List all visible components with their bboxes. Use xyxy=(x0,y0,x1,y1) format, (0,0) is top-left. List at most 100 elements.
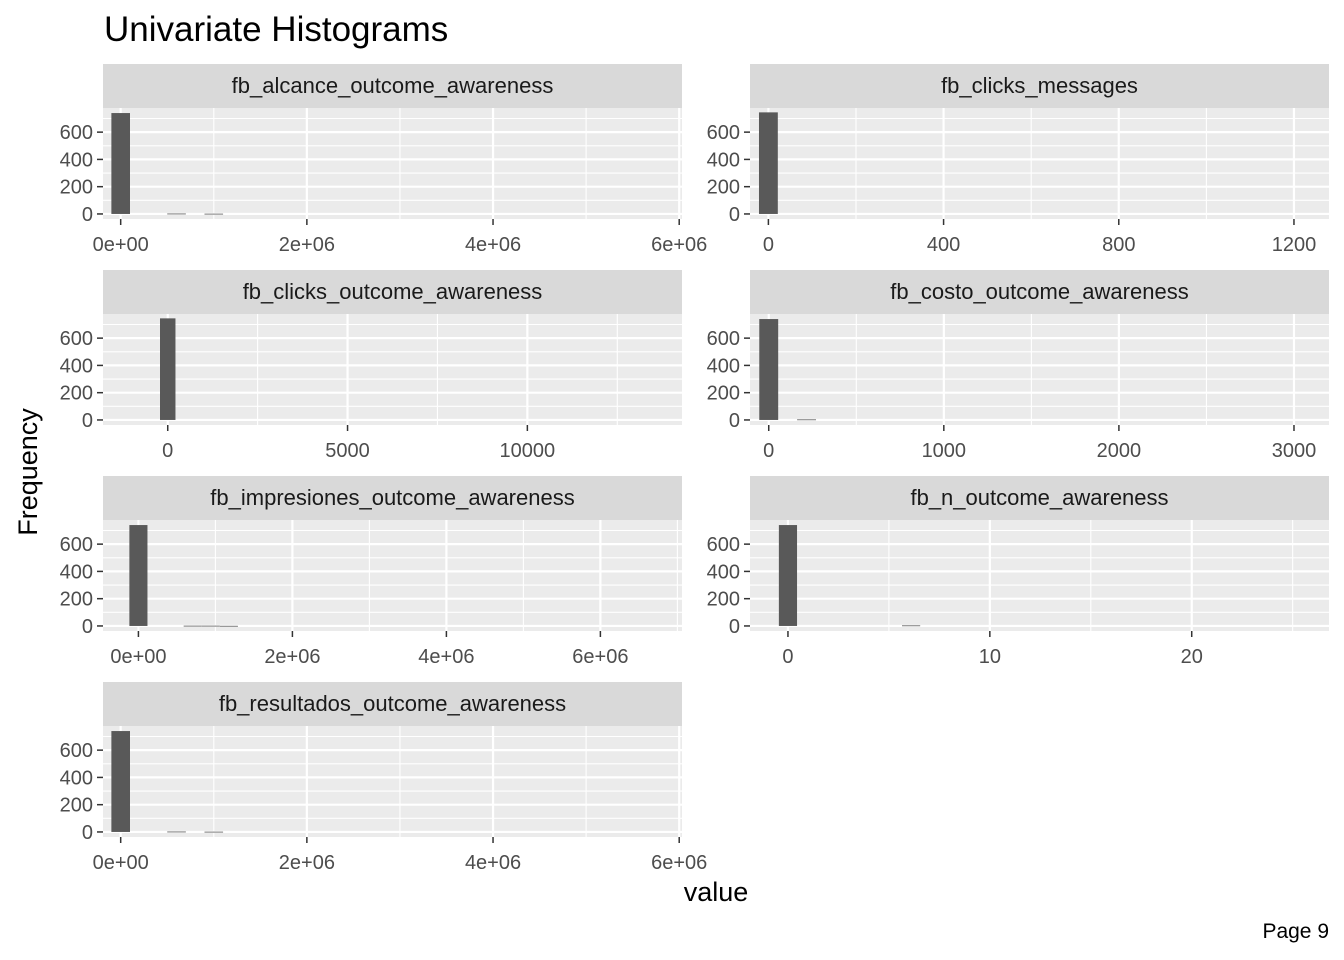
histogram-bar xyxy=(204,831,224,833)
histogram-bar xyxy=(167,213,186,215)
histogram-bar xyxy=(160,318,176,420)
y-tick-label: 0 xyxy=(729,410,740,432)
facet-panel: fb_costo_outcome_awareness 0 200 400 600 0 100… xyxy=(707,270,1329,462)
facet-strip-label: fb_clicks_outcome_awareness xyxy=(243,279,543,304)
y-tick-label: 400 xyxy=(707,355,740,377)
y-tick-label: 200 xyxy=(60,383,93,405)
facet-strip xyxy=(750,270,1329,314)
y-tick-label: 0 xyxy=(82,616,93,638)
y-tick-label: 200 xyxy=(707,383,740,405)
x-axis-title: value xyxy=(684,877,749,907)
x-tick-label: 10 xyxy=(979,646,1001,668)
y-tick-label: 400 xyxy=(60,767,93,789)
facet-strip xyxy=(103,682,682,726)
y-tick-label: 400 xyxy=(707,149,740,171)
y-tick-label: 400 xyxy=(60,561,93,583)
x-tick-label: 5000 xyxy=(325,440,370,462)
y-tick-label: 0 xyxy=(82,204,93,226)
x-tick-label: 4e+06 xyxy=(465,234,521,256)
x-tick-label: 0 xyxy=(782,646,793,668)
x-tick-label: 2000 xyxy=(1097,440,1142,462)
facet-strip xyxy=(750,64,1329,108)
x-tick-label: 6e+06 xyxy=(651,234,707,256)
x-tick-label: 800 xyxy=(1102,234,1135,256)
histogram-bar xyxy=(111,113,130,214)
facet-strip-label: fb_n_outcome_awareness xyxy=(910,485,1168,510)
panel-background xyxy=(103,520,682,631)
histogram-bar xyxy=(778,525,798,626)
y-tick-label: 0 xyxy=(729,204,740,226)
facet-panel: fb_impresiones_outcome_awareness 0 200 400 6… xyxy=(60,476,682,668)
histogram-bar xyxy=(219,625,238,627)
plot-title: Univariate Histograms xyxy=(104,10,448,49)
x-tick-label: 400 xyxy=(927,234,960,256)
x-tick-label: 20 xyxy=(1181,646,1203,668)
panel-background xyxy=(103,726,682,837)
facet-strip xyxy=(103,270,682,314)
x-tick-label: 1000 xyxy=(922,440,967,462)
x-tick-label: 6e+06 xyxy=(651,852,707,874)
panel-background xyxy=(103,108,682,219)
y-tick-label: 200 xyxy=(60,795,93,817)
facet-panel: fb_clicks_outcome_awareness 0 200 400 600 0 50… xyxy=(60,270,682,462)
histogram-bar xyxy=(759,319,779,420)
facet-panel: fb_alcance_outcome_awareness 0 200 400 600 0e… xyxy=(60,64,707,256)
y-tick-label: 400 xyxy=(60,149,93,171)
x-tick-label: 0 xyxy=(162,440,173,462)
histogram-bar xyxy=(167,831,186,833)
panel-background xyxy=(103,314,682,425)
facet-panel: fb_n_outcome_awareness 0 200 400 600 0 10 20 xyxy=(707,476,1329,668)
x-tick-label: 1200 xyxy=(1272,234,1317,256)
x-tick-label: 2e+06 xyxy=(279,852,335,874)
x-tick-label: 0 xyxy=(763,234,774,256)
x-tick-label: 2e+06 xyxy=(279,234,335,256)
y-tick-label: 0 xyxy=(729,616,740,638)
x-tick-label: 0 xyxy=(763,440,774,462)
y-tick-label: 600 xyxy=(60,122,93,144)
x-tick-label: 0e+00 xyxy=(93,852,149,874)
facet-panel: fb_resultados_outcome_awareness 0 200 400 60… xyxy=(60,682,707,874)
y-tick-label: 200 xyxy=(707,177,740,199)
panel-background xyxy=(750,314,1329,425)
x-tick-label: 6e+06 xyxy=(572,646,628,668)
y-axis-title: Frequency xyxy=(13,408,43,536)
x-tick-label: 10000 xyxy=(500,440,556,462)
panel-background xyxy=(750,108,1329,219)
histogram-bar xyxy=(204,213,224,215)
y-tick-label: 200 xyxy=(60,177,93,199)
facet-panel: fb_clicks_messages 0 200 400 600 0 400 800 1200 xyxy=(707,64,1329,256)
facet-strip-label: fb_impresiones_outcome_awareness xyxy=(210,485,574,510)
x-tick-label: 2e+06 xyxy=(264,646,320,668)
y-tick-label: 400 xyxy=(60,355,93,377)
x-tick-label: 3000 xyxy=(1272,440,1317,462)
x-tick-label: 0e+00 xyxy=(93,234,149,256)
y-tick-label: 400 xyxy=(707,561,740,583)
histogram-bar xyxy=(129,525,148,626)
x-tick-label: 4e+06 xyxy=(418,646,474,668)
page-number: Page 9 xyxy=(1262,920,1329,943)
facet-panels: fb_alcance_outcome_awareness02004006000e… xyxy=(60,64,1329,874)
facet-strip xyxy=(103,476,682,520)
y-tick-label: 0 xyxy=(82,822,93,844)
facet-strip-label: fb_resultados_outcome_awareness xyxy=(219,691,566,716)
y-tick-label: 600 xyxy=(60,328,93,350)
histogram-bar xyxy=(183,625,202,627)
y-tick-label: 600 xyxy=(707,534,740,556)
y-tick-label: 600 xyxy=(60,534,93,556)
facet-strip-label: fb_costo_outcome_awareness xyxy=(890,279,1188,304)
histogram-bar xyxy=(797,419,817,421)
y-tick-label: 600 xyxy=(707,122,740,144)
histogram-bar xyxy=(902,625,921,627)
y-tick-label: 600 xyxy=(60,740,93,762)
y-tick-label: 200 xyxy=(60,589,93,611)
y-tick-label: 200 xyxy=(707,589,740,611)
facet-strip-label: fb_alcance_outcome_awareness xyxy=(232,73,554,98)
y-tick-label: 0 xyxy=(82,410,93,432)
x-tick-label: 4e+06 xyxy=(465,852,521,874)
facet-strip-label: fb_clicks_messages xyxy=(941,73,1138,98)
panel-background xyxy=(750,520,1329,631)
facet-strip xyxy=(103,64,682,108)
histogram-bar xyxy=(758,112,778,214)
histogram-bar xyxy=(111,731,130,832)
